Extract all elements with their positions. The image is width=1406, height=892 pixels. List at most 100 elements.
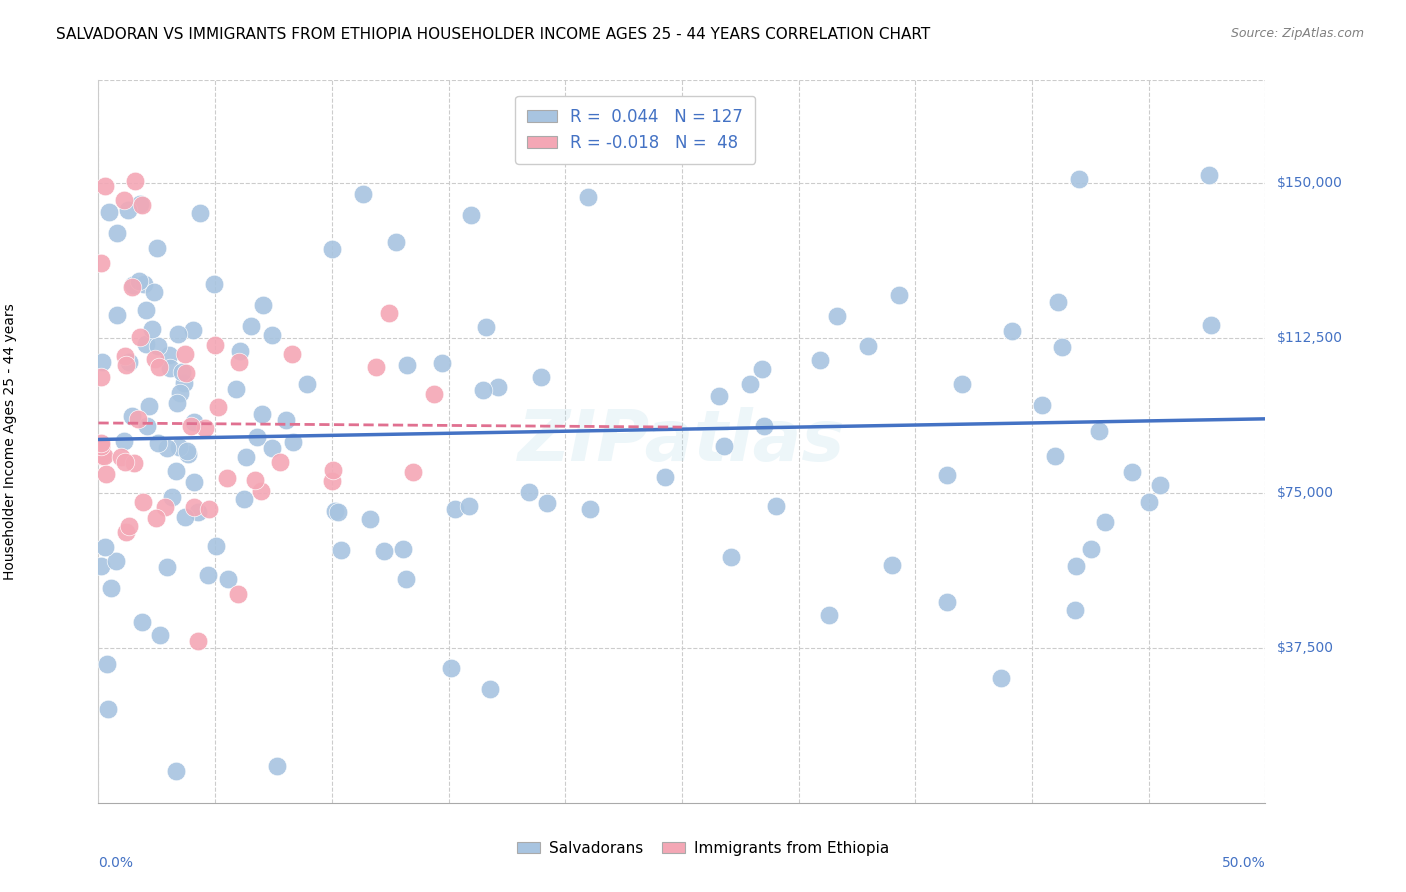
Point — [765, 499, 787, 513]
Point — [198, 501, 221, 516]
Point — [423, 387, 446, 401]
Point — [827, 309, 849, 323]
Point — [329, 543, 352, 558]
Point — [754, 418, 776, 433]
Point — [170, 365, 193, 379]
Point — [479, 681, 502, 696]
Point — [240, 318, 263, 333]
Point — [235, 450, 257, 464]
Point — [128, 329, 150, 343]
Point — [440, 661, 463, 675]
Point — [165, 764, 187, 779]
Point — [165, 464, 187, 478]
Text: 0.0%: 0.0% — [98, 856, 134, 871]
Point — [183, 500, 205, 515]
Point — [740, 377, 762, 392]
Text: $75,000: $75,000 — [1277, 486, 1334, 500]
Point — [720, 550, 742, 565]
Point — [127, 412, 149, 426]
Point — [373, 544, 395, 558]
Point — [215, 471, 238, 485]
Text: Householder Income Ages 25 - 44 years: Householder Income Ages 25 - 44 years — [3, 303, 17, 580]
Point — [1045, 449, 1067, 463]
Point — [156, 441, 179, 455]
Point — [143, 352, 166, 367]
Point — [226, 587, 249, 601]
Point — [162, 491, 184, 505]
Text: ZIPatlas: ZIPatlas — [519, 407, 845, 476]
Point — [321, 242, 343, 256]
Point — [1000, 324, 1022, 338]
Point — [818, 607, 841, 622]
Point — [93, 449, 115, 463]
Point — [183, 415, 205, 429]
Point — [1031, 398, 1053, 412]
Point — [124, 174, 146, 188]
Point — [110, 450, 132, 465]
Point — [167, 327, 190, 342]
Point — [121, 277, 143, 292]
Point — [475, 320, 498, 334]
Point — [202, 277, 225, 292]
Point — [246, 430, 269, 444]
Point — [176, 447, 198, 461]
Point — [146, 436, 169, 450]
Point — [458, 500, 481, 514]
Point — [207, 401, 229, 415]
Point — [808, 352, 831, 367]
Point — [950, 376, 973, 391]
Text: $112,500: $112,500 — [1277, 331, 1343, 345]
Point — [180, 418, 202, 433]
Point — [138, 399, 160, 413]
Point — [115, 525, 138, 540]
Point — [121, 280, 143, 294]
Point — [536, 496, 558, 510]
Point — [174, 347, 197, 361]
Point — [530, 370, 553, 384]
Point — [100, 582, 122, 596]
Point — [352, 186, 374, 201]
Point — [713, 439, 735, 453]
Point — [90, 256, 112, 270]
Point — [105, 226, 128, 240]
Point — [174, 509, 197, 524]
Point — [169, 385, 191, 400]
Point — [297, 377, 319, 392]
Point — [90, 559, 112, 574]
Point — [132, 495, 155, 509]
Point — [579, 502, 602, 516]
Point — [1064, 559, 1087, 574]
Point — [173, 376, 195, 391]
Point — [472, 383, 495, 397]
Point — [183, 475, 205, 489]
Point — [143, 285, 166, 300]
Point — [1080, 541, 1102, 556]
Point — [233, 492, 256, 507]
Point — [654, 470, 676, 484]
Point — [751, 361, 773, 376]
Point — [121, 409, 143, 423]
Point — [366, 359, 388, 374]
Point — [204, 338, 226, 352]
Point — [243, 473, 266, 487]
Point — [90, 449, 112, 463]
Point — [159, 361, 181, 376]
Point — [141, 322, 163, 336]
Point — [156, 560, 179, 574]
Point — [1121, 465, 1143, 479]
Point — [117, 202, 139, 217]
Point — [889, 288, 911, 302]
Point — [183, 323, 205, 337]
Point — [94, 541, 117, 555]
Point — [395, 358, 418, 372]
Point — [276, 413, 298, 427]
Point — [229, 343, 252, 358]
Point — [149, 627, 172, 641]
Point — [94, 467, 117, 482]
Point — [517, 485, 540, 500]
Point — [707, 389, 730, 403]
Point — [359, 511, 381, 525]
Point — [197, 568, 219, 582]
Point — [124, 456, 146, 470]
Point — [90, 439, 112, 453]
